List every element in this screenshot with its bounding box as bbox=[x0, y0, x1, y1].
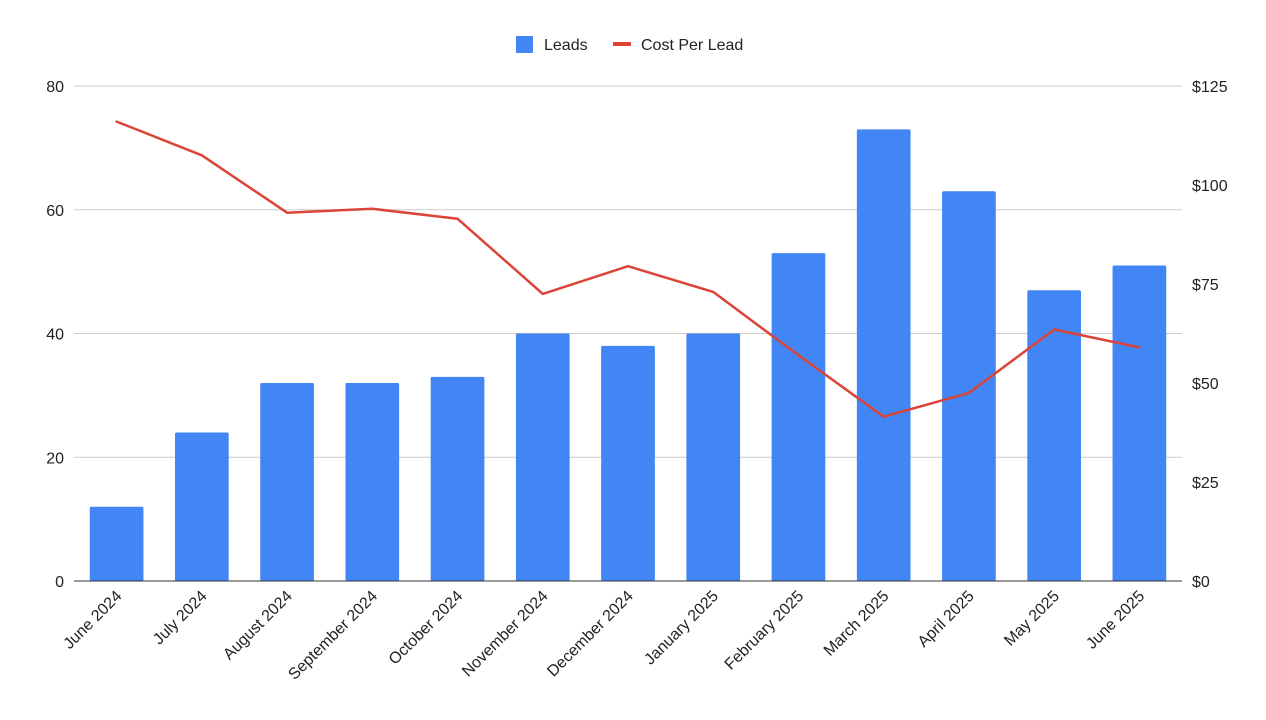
x-axis-tick-label: September 2024 bbox=[285, 588, 381, 684]
bar-leads bbox=[942, 191, 996, 581]
right-axis-tick-label: $100 bbox=[1192, 178, 1228, 195]
left-axis-tick-label: 0 bbox=[55, 574, 64, 591]
left-axis-tick-label: 60 bbox=[46, 203, 64, 220]
bar-leads bbox=[515, 333, 570, 581]
x-axis-tick-label: January 2025 bbox=[641, 588, 722, 669]
legend-label-leads: Leads bbox=[544, 37, 588, 54]
bar-leads bbox=[345, 383, 400, 581]
x-axis-tick-label: November 2024 bbox=[459, 588, 552, 681]
x-axis-tick-label: May 2025 bbox=[1001, 588, 1063, 650]
line-layer bbox=[115, 120, 1141, 418]
bar-leads bbox=[260, 383, 314, 581]
x-axis-tick-label: December 2024 bbox=[544, 588, 637, 681]
bar-leads bbox=[686, 333, 741, 581]
right-axis-tick-label: $125 bbox=[1192, 79, 1228, 96]
left-axis-tick-label: 80 bbox=[46, 79, 64, 96]
bar-leads bbox=[430, 376, 485, 581]
legend-item-cost-per-lead: Cost Per Lead bbox=[613, 37, 743, 54]
line-cost-per-lead bbox=[115, 120, 1141, 418]
right-axis-tick-label: $50 bbox=[1192, 376, 1219, 393]
right-axis-tick-label: $0 bbox=[1192, 574, 1210, 591]
bar-leads bbox=[856, 129, 911, 581]
legend-label-cost-per-lead: Cost Per Lead bbox=[641, 37, 743, 54]
bar-leads bbox=[601, 345, 655, 581]
x-axis-tick-label: October 2024 bbox=[386, 588, 467, 669]
x-axis-tick-label: June 2025 bbox=[1083, 588, 1148, 653]
bar-leads bbox=[1112, 265, 1167, 581]
legend-swatch-leads bbox=[516, 36, 533, 53]
bar-leads bbox=[89, 506, 144, 581]
bar-leads bbox=[771, 253, 826, 581]
bar-leads bbox=[174, 432, 229, 581]
legend-item-leads: Leads bbox=[516, 36, 588, 54]
x-axis-tick-label: June 2024 bbox=[61, 588, 126, 653]
x-axis-tick-label: March 2025 bbox=[821, 588, 893, 660]
x-axis-tick-label: April 2025 bbox=[915, 588, 978, 651]
legend: Leads Cost Per Lead bbox=[516, 36, 743, 54]
left-axis-tick-label: 40 bbox=[46, 327, 64, 344]
x-axis-tick-label: February 2025 bbox=[722, 588, 808, 674]
left-axis-tick-label: 20 bbox=[46, 450, 64, 467]
bar-layer bbox=[89, 129, 1167, 581]
right-axis-tick-label: $75 bbox=[1192, 277, 1219, 294]
right-axis-tick-label: $25 bbox=[1192, 475, 1219, 492]
x-axis-tick-label: August 2024 bbox=[220, 588, 296, 664]
bar-leads bbox=[1027, 290, 1082, 581]
x-axis-tick-label: July 2024 bbox=[150, 588, 211, 649]
